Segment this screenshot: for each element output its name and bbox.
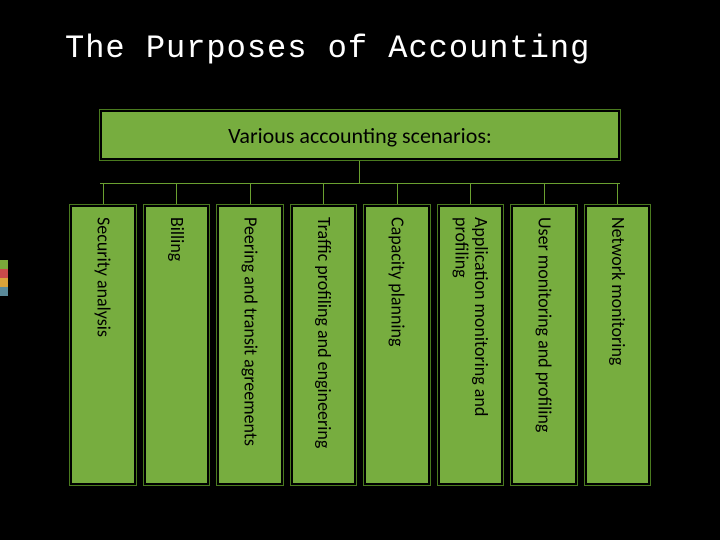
connector-drop [176, 183, 177, 205]
connector-horizontal [100, 183, 620, 184]
child-node: Billing [144, 205, 210, 485]
child-node: Traffic profiling and engineering [291, 205, 357, 485]
accent-block [0, 269, 8, 278]
child-node-label: Network monitoring [607, 207, 627, 365]
child-node: Network monitoring [585, 205, 651, 485]
child-node-label: Traffic profiling and engineering [313, 207, 333, 448]
accent-block [0, 278, 8, 287]
connector-drop [250, 183, 251, 205]
child-node-label: Capacity planning [387, 207, 407, 346]
child-node-label: Security analysis [93, 207, 113, 337]
child-node-label: User monitoring and profiling [534, 207, 554, 432]
child-node: Peering and transit agreements [217, 205, 283, 485]
connector-drop [397, 183, 398, 205]
slide-title: The Purposes of Accounting [65, 30, 680, 67]
connector-drop [470, 183, 471, 205]
child-node: Application monitoring and profiling [438, 205, 504, 485]
child-node: Capacity planning [364, 205, 430, 485]
child-node-label: Billing [166, 207, 186, 261]
child-node-label: Application monitoring and profiling [450, 207, 490, 467]
accent-stripe [0, 260, 8, 296]
parent-node: Various accounting scenarios: [100, 110, 620, 160]
child-node: User monitoring and profiling [511, 205, 577, 485]
children-row: Security analysis Billing Peering and tran… [70, 205, 650, 485]
child-node-label: Peering and transit agreements [240, 207, 260, 446]
connector-drop [617, 183, 618, 205]
connector-vertical-root [359, 161, 360, 183]
accent-block [0, 287, 8, 296]
connector-drop [103, 183, 104, 205]
accent-block [0, 260, 8, 269]
connector-drop [544, 183, 545, 205]
connector-drop [323, 183, 324, 205]
parent-node-label: Various accounting scenarios: [228, 122, 492, 149]
child-node: Security analysis [70, 205, 136, 485]
